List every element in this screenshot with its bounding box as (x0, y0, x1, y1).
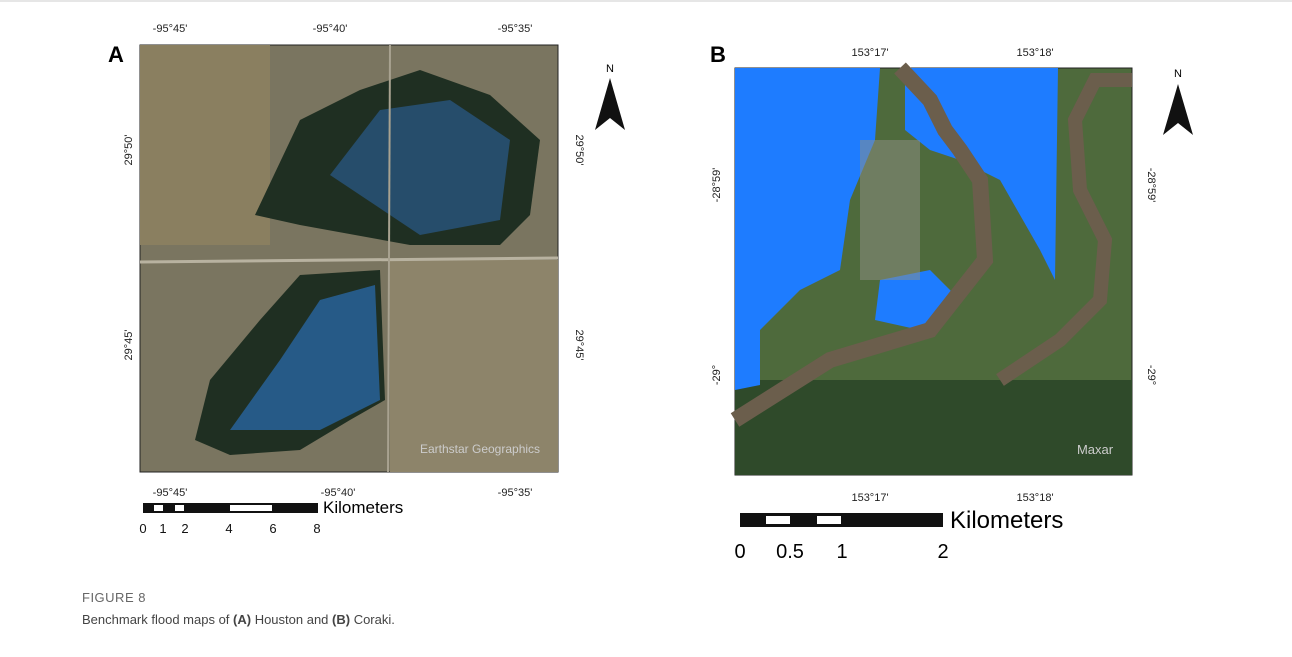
left-tick: 29°45' (123, 330, 135, 361)
north-label: N (606, 63, 614, 75)
scale-unit: Kilometers (950, 507, 1063, 534)
caption-text: Benchmark flood maps of (82, 612, 233, 627)
scale-label: 0.5 (776, 541, 804, 563)
figure-number: FIGURE 8 (82, 590, 146, 605)
caption-text: Houston and (251, 612, 332, 627)
right-tick: -28°59' (1145, 168, 1157, 203)
attribution: Maxar (1077, 442, 1114, 457)
scale-label: 0 (139, 521, 146, 536)
bottom-tick: -95°35' (498, 487, 533, 499)
scale-label: 2 (937, 541, 948, 563)
caption: Benchmark flood maps of (A) Houston and … (82, 612, 395, 627)
top-tick: 153°18' (1016, 47, 1053, 59)
right-tick: 29°50' (573, 135, 585, 166)
right-tick: -29° (1145, 365, 1157, 385)
scale-bar (143, 503, 318, 513)
top-tick: 153°17' (851, 47, 888, 59)
caption-ref: (A) (233, 612, 251, 627)
map-a: Earthstar Geographics (140, 45, 558, 472)
top-tick: -95°40' (313, 23, 348, 35)
scale-bar (740, 513, 943, 527)
scale-label: 1 (836, 541, 847, 563)
north-label: N (1174, 68, 1182, 80)
scale-label: 6 (269, 521, 276, 536)
bottom-tick: 153°18' (1016, 492, 1053, 504)
scale-unit: Kilometers (323, 498, 403, 517)
scale-label: 0 (734, 541, 745, 563)
scale-label: 4 (225, 521, 232, 536)
scale-label: 2 (181, 521, 188, 536)
north-arrow (1163, 84, 1193, 135)
attribution: Earthstar Geographics (420, 442, 540, 456)
bottom-tick: -95°45' (153, 487, 188, 499)
north-arrow (595, 78, 625, 130)
panel-label: B (710, 42, 726, 67)
left-tick: -28°59' (711, 168, 723, 203)
scale-label: 1 (159, 521, 166, 536)
caption-text: Coraki. (350, 612, 395, 627)
caption-ref: (B) (332, 612, 350, 627)
scale-label: 8 (313, 521, 320, 536)
bottom-tick: 153°17' (851, 492, 888, 504)
figure: A Earthstar Geographics -95°45' -95°40' … (0, 0, 1292, 657)
page: A Earthstar Geographics -95°45' -95°40' … (0, 0, 1292, 657)
top-tick: -95°35' (498, 23, 533, 35)
left-tick: 29°50' (123, 135, 135, 166)
right-tick: 29°45' (573, 330, 585, 361)
panel-label: A (108, 42, 124, 67)
map-b: Maxar (735, 68, 1132, 475)
top-tick: -95°45' (153, 23, 188, 35)
left-tick: -29° (711, 365, 723, 385)
